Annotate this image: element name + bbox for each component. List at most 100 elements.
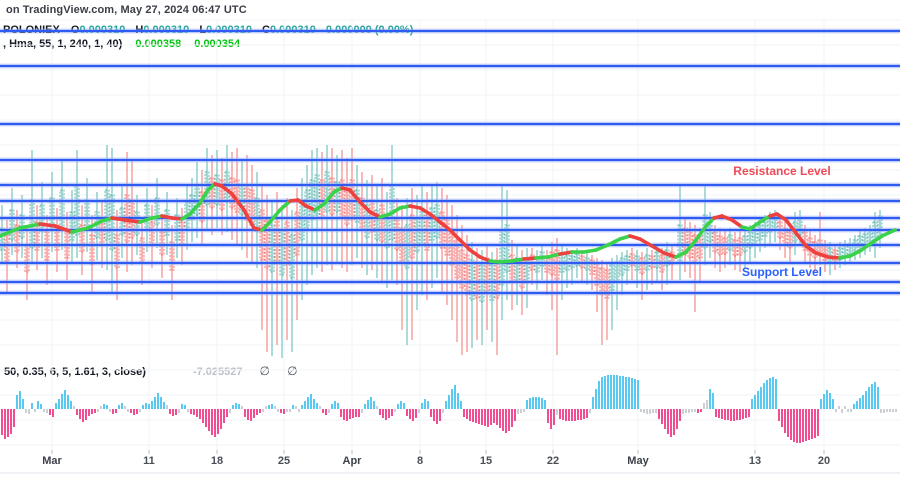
- histogram-bar: [214, 409, 216, 437]
- histogram-bar: [325, 409, 327, 415]
- candle-body: [609, 264, 615, 291]
- histogram-bar: [760, 387, 762, 409]
- time-axis[interactable]: Mar 11 18 25 Apr 8 15 22 May 13 20: [0, 455, 900, 471]
- histogram-bar: [838, 406, 840, 409]
- histogram-bar: [295, 406, 297, 409]
- candle-body: [664, 249, 670, 267]
- candle-body: [49, 197, 55, 231]
- histogram-bar: [784, 409, 786, 433]
- candle-body: [209, 177, 215, 209]
- histogram-bar: [496, 409, 498, 425]
- candle-body: [34, 221, 40, 251]
- histogram-bar: [796, 409, 798, 443]
- histogram-bar: [154, 397, 156, 409]
- hma-line-segment: [198, 188, 210, 205]
- histogram-bar: [652, 409, 654, 413]
- histogram-bar: [820, 399, 822, 409]
- histogram-bar: [133, 409, 135, 415]
- histogram-bar: [538, 397, 540, 409]
- x-axis-label: 11: [143, 455, 155, 467]
- candle-body: [4, 234, 10, 263]
- histogram-bar: [283, 409, 285, 414]
- candle-body: [69, 211, 75, 241]
- histogram-bar: [451, 389, 453, 409]
- histogram-bar: [829, 393, 831, 409]
- histogram-bar: [256, 409, 258, 415]
- x-axis-label: 22: [546, 455, 560, 467]
- histogram-bar: [856, 401, 858, 409]
- resistance-level-label[interactable]: Resistance Level: [733, 164, 831, 178]
- candle-body: [499, 229, 505, 286]
- histogram-bar: [577, 409, 579, 420]
- candle-body: [289, 234, 295, 279]
- candle-body: [359, 197, 365, 231]
- histogram-bar: [235, 403, 237, 409]
- histogram-bar: [49, 409, 51, 415]
- candle-body: [732, 239, 738, 257]
- candle-body: [639, 257, 645, 275]
- histogram-bar: [478, 409, 480, 424]
- candle-body: [179, 221, 185, 246]
- histogram-bar: [469, 409, 471, 421]
- candle-body: [334, 181, 340, 213]
- hma-line-segment: [804, 244, 818, 255]
- histogram-bar: [79, 409, 81, 419]
- histogram-bar: [313, 399, 315, 409]
- histogram-bar: [7, 409, 9, 437]
- hma-line-segment: [868, 234, 884, 246]
- support-level-label[interactable]: Support Level: [741, 265, 822, 279]
- candle-body: [827, 247, 833, 263]
- candle-body: [284, 221, 290, 266]
- histogram-bar: [259, 409, 261, 413]
- histogram-bar: [748, 409, 750, 417]
- candle-body: [279, 229, 285, 276]
- hma-line-segment: [38, 222, 57, 228]
- histogram-bar: [472, 409, 474, 422]
- hma-line-segment: [684, 238, 698, 254]
- histogram-bar: [139, 409, 141, 412]
- candle-body: [104, 189, 110, 241]
- histogram-bar: [523, 409, 525, 412]
- histogram-bar: [196, 409, 198, 417]
- hma-line-segment: [313, 202, 326, 212]
- histogram-bar: [799, 409, 801, 443]
- x-axis-label: 15: [479, 455, 493, 467]
- candle-body: [604, 269, 610, 299]
- histogram-bar: [790, 409, 792, 440]
- histogram-bar: [124, 406, 126, 409]
- histogram-bar: [277, 409, 279, 412]
- oscillator-indicator-row[interactable]: 50, 0.35, 6, 5, 1.61, 3, close) -7.02552…: [4, 364, 298, 378]
- histogram-bar: [487, 409, 489, 427]
- histogram-bar: [223, 409, 225, 423]
- candle-body: [109, 194, 115, 251]
- histogram-bar: [343, 409, 345, 420]
- x-axis-label: Apr: [342, 455, 362, 467]
- histogram-bar: [262, 409, 264, 412]
- histogram-bar: [700, 409, 702, 412]
- histogram-bar: [877, 387, 879, 409]
- candle-body: [589, 259, 595, 275]
- histogram-bar: [400, 401, 402, 409]
- candle-body: [219, 179, 225, 211]
- histogram-bar: [622, 376, 624, 409]
- histogram-bar: [151, 401, 153, 409]
- hma-line-segment: [230, 192, 246, 212]
- x-axis-label: May: [627, 455, 649, 467]
- histogram-bar: [745, 409, 747, 418]
- histogram-bar: [886, 409, 888, 412]
- histogram-bar: [25, 409, 27, 413]
- histogram-bar: [274, 406, 276, 409]
- histogram-bar: [787, 409, 789, 437]
- histogram-bar: [883, 409, 885, 413]
- histogram-bar: [583, 409, 585, 419]
- histogram-bar: [187, 409, 189, 412]
- histogram-bar: [148, 404, 150, 409]
- histogram-bar: [340, 409, 342, 417]
- hma-line-segment: [138, 216, 154, 224]
- histogram-bar: [184, 405, 186, 409]
- histogram-bar: [406, 409, 408, 416]
- histogram-bar: [730, 409, 732, 421]
- histogram-bar: [793, 409, 795, 442]
- histogram-bar: [97, 409, 99, 412]
